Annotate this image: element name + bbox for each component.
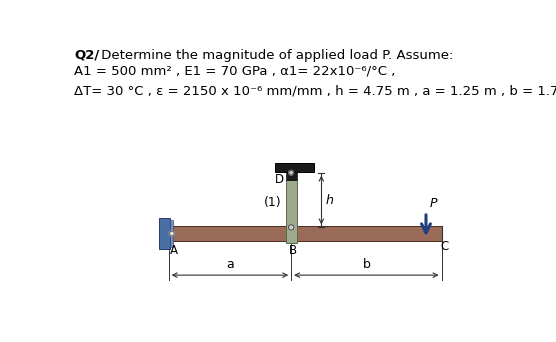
Bar [160, 218, 170, 249]
Bar [168, 226, 441, 241]
Bar [170, 221, 172, 247]
Bar [275, 163, 314, 172]
Text: Determine the magnitude of applied load P. Assume:: Determine the magnitude of applied load … [97, 49, 453, 62]
Circle shape [289, 170, 294, 175]
Text: Q2/: Q2/ [74, 49, 100, 62]
Text: a: a [226, 258, 234, 271]
Text: D: D [275, 173, 284, 186]
Text: A: A [170, 244, 177, 256]
Text: h: h [326, 194, 334, 207]
Bar [286, 180, 296, 243]
Text: P: P [430, 197, 438, 210]
Text: (1): (1) [264, 196, 281, 209]
Text: C: C [440, 240, 448, 253]
Circle shape [170, 231, 174, 236]
Text: A1 = 500 mm² , E1 = 70 GPa , α1= 22x10⁻⁶/°C ,: A1 = 500 mm² , E1 = 70 GPa , α1= 22x10⁻⁶… [74, 64, 395, 77]
Text: ΔT= 30 °C , ε = 2150 x 10⁻⁶ mm/mm , h = 4.75 m , a = 1.25 m , b = 1.75 m: ΔT= 30 °C , ε = 2150 x 10⁻⁶ mm/mm , h = … [74, 84, 556, 97]
Text: B: B [289, 244, 297, 256]
Circle shape [289, 225, 294, 230]
Text: b: b [363, 258, 370, 271]
Bar [286, 172, 296, 180]
